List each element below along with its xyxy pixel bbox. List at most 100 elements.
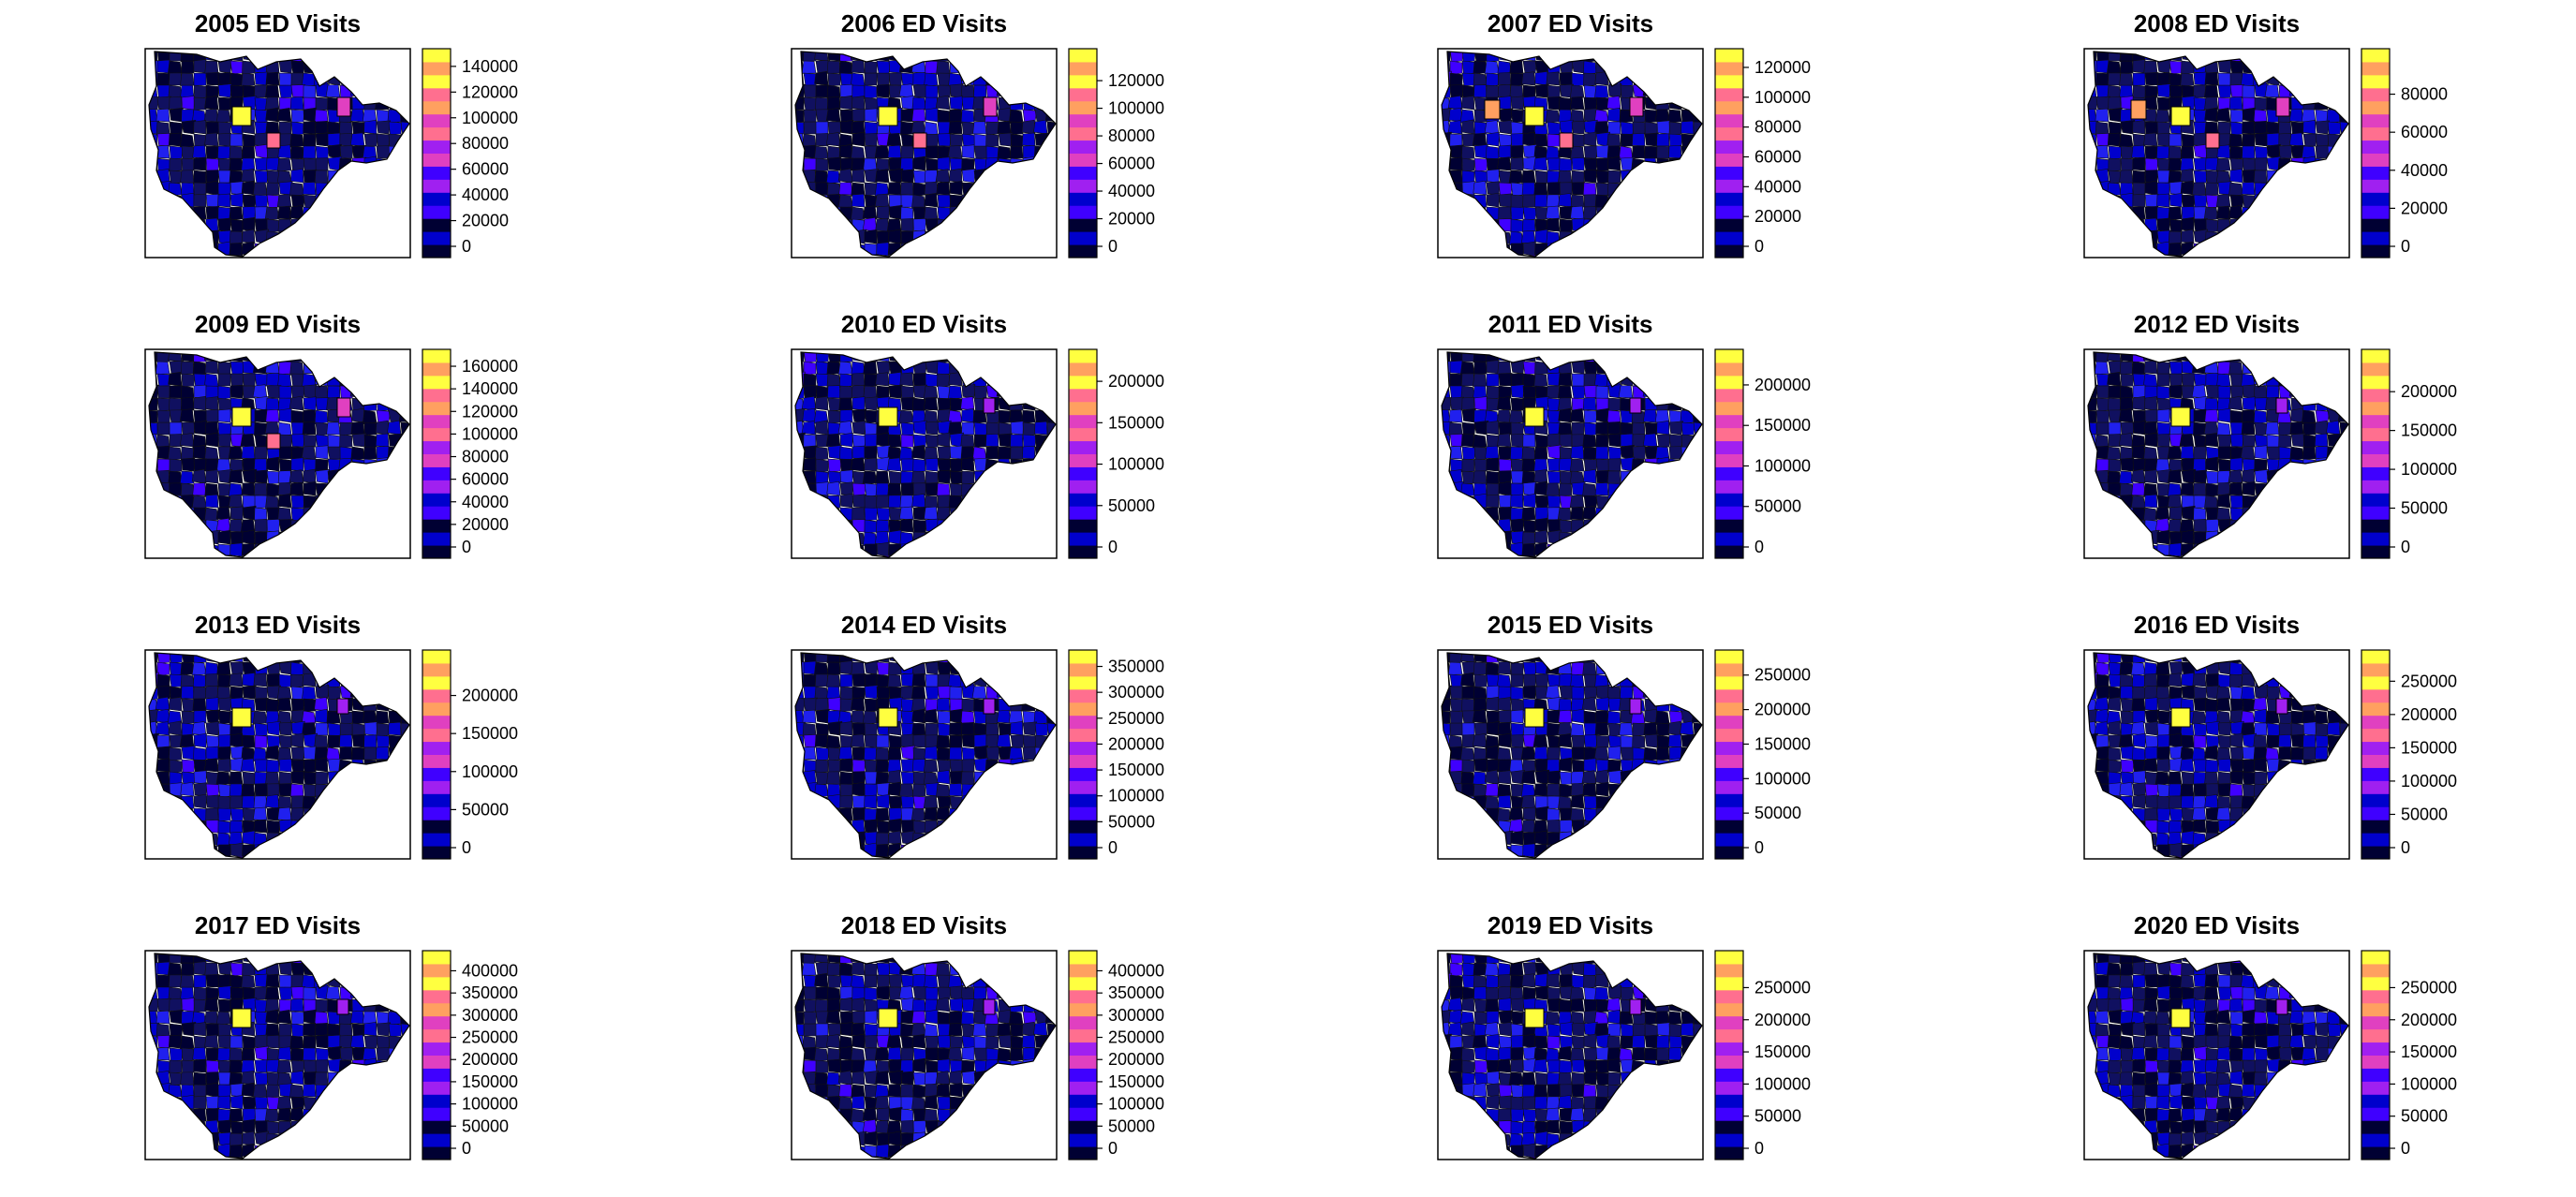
colorbar-tick-label: 50000 (1754, 497, 1801, 516)
map-region (803, 84, 818, 98)
map-region (2144, 721, 2159, 736)
colorbar-segment (1715, 388, 1743, 403)
map-region (241, 758, 256, 773)
map-region (2108, 458, 2122, 473)
map-region (242, 505, 257, 521)
map-region (192, 698, 207, 712)
map-region (888, 495, 902, 509)
map-region (971, 685, 987, 700)
map-region (229, 230, 244, 244)
map-region (2094, 721, 2110, 736)
map-region (254, 408, 268, 423)
map-region (912, 458, 926, 473)
colorbar-segment (422, 140, 451, 154)
map-region (228, 446, 244, 460)
map-region (2154, 771, 2170, 785)
map-region (2242, 133, 2256, 147)
colorbar-segment (1715, 767, 1743, 781)
map-region (1547, 519, 1562, 533)
map-region (240, 433, 256, 448)
map-region (2203, 84, 2219, 98)
map-region (1654, 109, 1670, 123)
map-region (1557, 722, 1573, 736)
map-region (2205, 156, 2219, 171)
map-region (937, 458, 953, 472)
map-region (242, 830, 256, 846)
colorbar-segment (2361, 545, 2390, 559)
map-region (2154, 109, 2170, 124)
map-region (910, 686, 926, 700)
map-hotspot (2275, 96, 2290, 117)
map-region (1595, 407, 1609, 423)
map-hotspot (1559, 132, 1574, 149)
map-region (2132, 156, 2146, 171)
map-region (302, 468, 317, 484)
map-region (242, 194, 257, 208)
map-region (156, 421, 170, 436)
map-region (1473, 180, 1488, 196)
map-region (254, 495, 268, 509)
map-region (303, 481, 317, 496)
map-region (1558, 372, 1573, 387)
map-region (1486, 470, 1500, 485)
map-region (2229, 457, 2243, 472)
colorbar-segment (1715, 218, 1743, 232)
colorbar-segment (1715, 480, 1743, 494)
map-region (936, 698, 951, 712)
map-region (2118, 733, 2134, 748)
map-region (876, 734, 890, 748)
colorbar-segment (1069, 545, 1097, 559)
map-region (888, 795, 903, 809)
map-region (253, 795, 268, 809)
map-region (2254, 157, 2268, 171)
map-region (2229, 746, 2244, 761)
map-region (2242, 107, 2256, 123)
map-region (998, 446, 1012, 460)
map-region (1497, 72, 1512, 86)
map-region (203, 109, 219, 123)
colorbar-segment (422, 74, 451, 89)
map-region (851, 120, 866, 135)
map-region (387, 420, 402, 436)
map-region (276, 698, 292, 712)
map-region (1521, 543, 1536, 557)
colorbar-segment (1715, 61, 1743, 76)
map-region (1620, 686, 1634, 700)
map-region (315, 121, 329, 135)
map-region (1656, 133, 1670, 147)
map-region (278, 673, 292, 688)
map-region (315, 132, 330, 147)
map-region (1594, 710, 1609, 724)
map-region (1559, 72, 1573, 86)
map-region (314, 109, 329, 124)
colorbar-segment (1069, 440, 1097, 454)
map-region (217, 734, 231, 748)
map-region (803, 361, 817, 377)
panel-title: 2011 ED Visits (1488, 310, 1653, 338)
map-region (193, 782, 208, 797)
map-region (277, 806, 292, 821)
map-region (2120, 745, 2135, 761)
map-region (912, 373, 926, 387)
colorbar-tick-label: 200000 (1754, 701, 1811, 719)
colorbar-frame (2361, 48, 2391, 259)
map-region (2289, 421, 2304, 436)
map-region (1606, 710, 1621, 726)
map-region (813, 145, 829, 160)
map-region (1607, 421, 1621, 436)
map-region (327, 434, 341, 450)
map-region (2180, 229, 2195, 244)
map-region (228, 494, 244, 509)
map-region (936, 181, 951, 196)
map-region (2095, 96, 2110, 111)
map-region (2217, 407, 2231, 423)
map-region (851, 59, 866, 74)
map-region (1449, 759, 1463, 773)
map-region (1558, 421, 1573, 436)
map-region (1508, 806, 1524, 821)
map-region (2156, 734, 2170, 748)
map-region (1644, 733, 1660, 748)
map-region (1571, 686, 1585, 700)
map-region (181, 686, 195, 700)
colorbar-segment (1069, 244, 1097, 259)
